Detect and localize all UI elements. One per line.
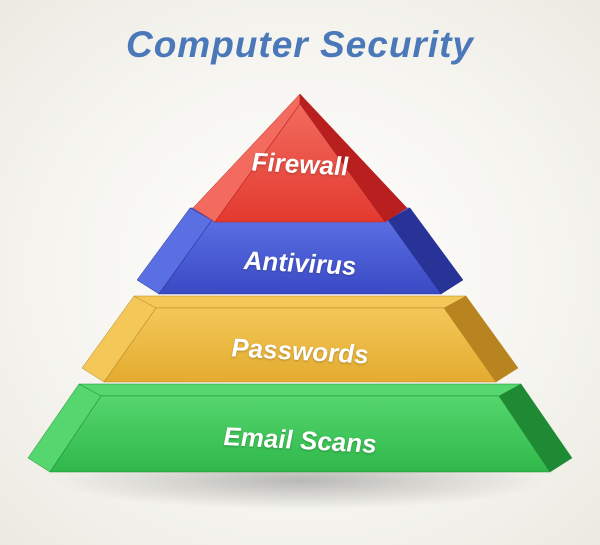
diagram-title-text: Computer Security bbox=[126, 24, 474, 65]
pyramid-layer: Email Scans bbox=[26, 382, 574, 476]
security-pyramid: Email Scans Passwords bbox=[50, 90, 550, 510]
pyramid-layer: Firewall bbox=[191, 90, 409, 226]
pyramid-layer: Passwords bbox=[80, 294, 520, 386]
diagram-title: Computer Security bbox=[0, 24, 600, 66]
